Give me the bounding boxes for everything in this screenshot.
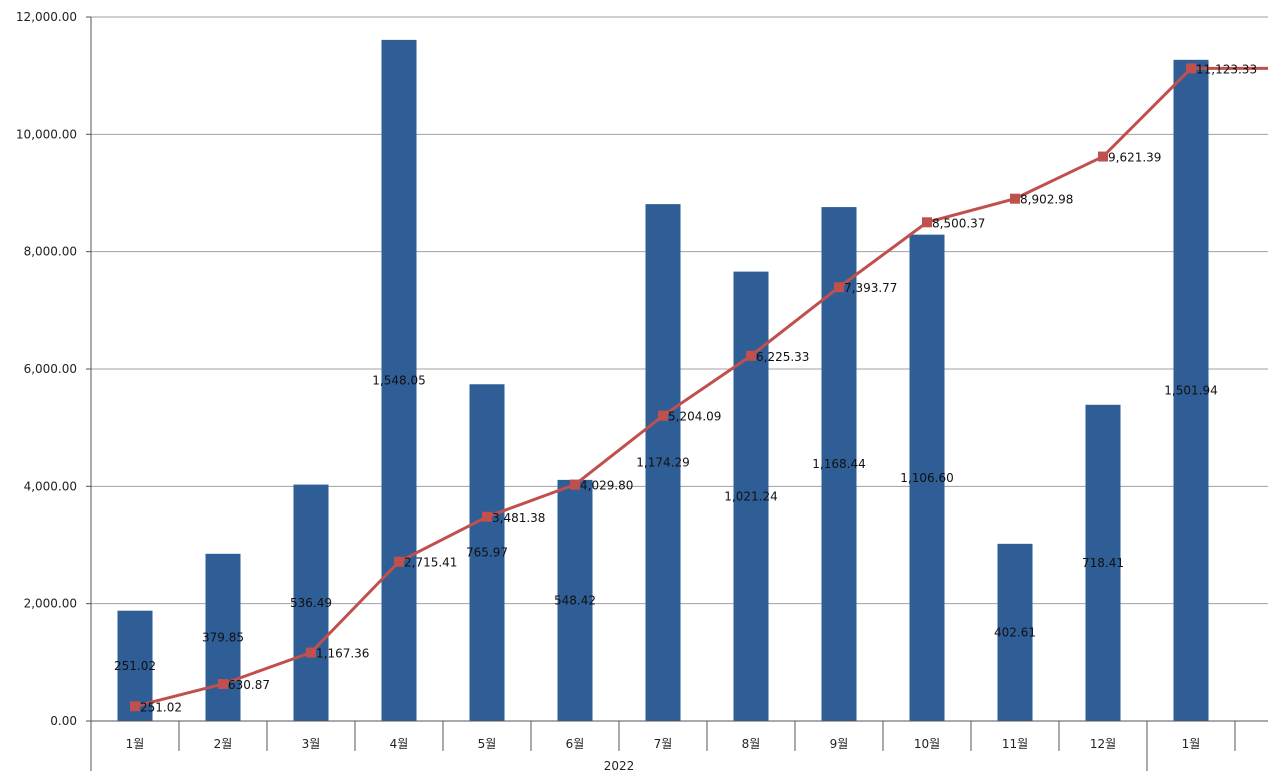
bar — [469, 384, 505, 721]
line-marker — [1010, 193, 1020, 204]
line-marker — [746, 350, 756, 361]
line-marker — [922, 217, 932, 228]
line-series — [130, 63, 1268, 712]
bar-data-label: 379.85 — [202, 630, 244, 644]
line-marker — [482, 511, 492, 522]
line-data-labels: 251.02 630.87 1,167.36 2,715.41 3,481.38 4,02… — [140, 62, 1257, 714]
line-data-label: 8,500.37 — [932, 216, 985, 230]
y-tick-label: 8,000.00 — [24, 245, 77, 259]
x-tick-label: 1월 — [126, 737, 145, 751]
x-tick-label: 9월 — [830, 737, 849, 751]
line-data-label: 5,204.09 — [668, 410, 721, 424]
x-tick-label: 10월 — [914, 737, 940, 751]
x-tick-label: 12월 — [1090, 737, 1116, 751]
x-tick-label: 1월 — [1182, 737, 1201, 751]
bar-data-label: 536.49 — [290, 596, 332, 610]
line-data-label: 2,715.41 — [404, 556, 457, 570]
x-tick-label: 7월 — [654, 737, 673, 751]
bar — [381, 39, 417, 721]
line-data-label: 6,225.33 — [756, 350, 809, 364]
bar-data-label: 1,168.44 — [812, 457, 865, 471]
line-data-label: 251.02 — [140, 700, 182, 714]
bar-data-label: 251.02 — [114, 659, 156, 673]
line-marker — [658, 410, 668, 421]
y-tick-label: 6,000.00 — [24, 362, 77, 376]
line-marker — [570, 479, 580, 490]
line-data-label: 9,621.39 — [1108, 151, 1161, 165]
line-marker — [1098, 151, 1108, 162]
line-marker — [218, 678, 228, 689]
y-tick-label: 0.00 — [50, 714, 77, 728]
x-tick-label: 4월 — [390, 737, 409, 751]
y-axis: 0.00 2,000.00 4,000.00 6,000.00 8,000.00 10,0… — [16, 10, 92, 771]
line-marker — [1186, 63, 1196, 74]
x-tick-label: 6월 — [566, 737, 585, 751]
bar-data-label: 548.42 — [554, 593, 596, 607]
bar-data-label: 1,021.24 — [724, 489, 777, 503]
bar — [1085, 404, 1121, 721]
x-tick-label: 8월 — [742, 737, 761, 751]
x-tick-label: 3월 — [302, 737, 321, 751]
bar-data-label: 1,106.60 — [900, 471, 953, 485]
y-tick-label: 2,000.00 — [24, 597, 77, 611]
bar-series — [117, 39, 1209, 722]
x-axis: 1월 2월 3월 4월 5월 6월 7월 8월 9월 10월 11월 12월 1월 2022 — [91, 720, 1268, 771]
y-tick-label: 10,000.00 — [16, 127, 77, 141]
bar-data-label: 765.97 — [466, 546, 508, 560]
line-marker — [394, 556, 404, 567]
y-tick-label: 4,000.00 — [24, 479, 77, 493]
bar-data-label: 1,174.29 — [636, 456, 689, 470]
bar — [1173, 59, 1209, 722]
bar — [205, 553, 241, 721]
line-data-label: 4,029.80 — [580, 479, 633, 493]
bar — [293, 484, 329, 721]
line-marker — [306, 647, 316, 658]
bar — [909, 234, 945, 722]
x-group-label: 2022 — [604, 759, 635, 771]
bar — [645, 204, 681, 721]
line-data-label: 7,393.77 — [844, 281, 897, 295]
line-marker — [130, 701, 140, 712]
bar-data-label: 718.41 — [1082, 556, 1124, 570]
line-data-label: 1,167.36 — [316, 647, 369, 661]
bar-data-labels: 251.02 379.85 536.49 1,548.05 765.97 548.42 1,… — [114, 373, 1218, 672]
line-data-label: 630.87 — [228, 678, 270, 692]
line-path — [134, 66, 1268, 708]
x-tick-label: 11월 — [1002, 737, 1028, 751]
bar-data-label: 1,548.05 — [372, 373, 425, 387]
line-data-label: 8,902.98 — [1020, 193, 1073, 207]
bar — [997, 543, 1033, 721]
bar-data-label: 402.61 — [994, 625, 1036, 639]
x-tick-label: 5월 — [478, 737, 497, 751]
line-data-label: 11,123.33 — [1196, 62, 1257, 76]
bar — [821, 207, 857, 721]
bar-data-label: 1,501.94 — [1164, 383, 1217, 397]
bar — [557, 479, 593, 721]
line-data-label: 3,481.38 — [492, 511, 545, 525]
line-marker — [834, 282, 844, 293]
x-tick-label: 2월 — [214, 737, 233, 751]
y-tick-label: 12,000.00 — [16, 10, 77, 24]
